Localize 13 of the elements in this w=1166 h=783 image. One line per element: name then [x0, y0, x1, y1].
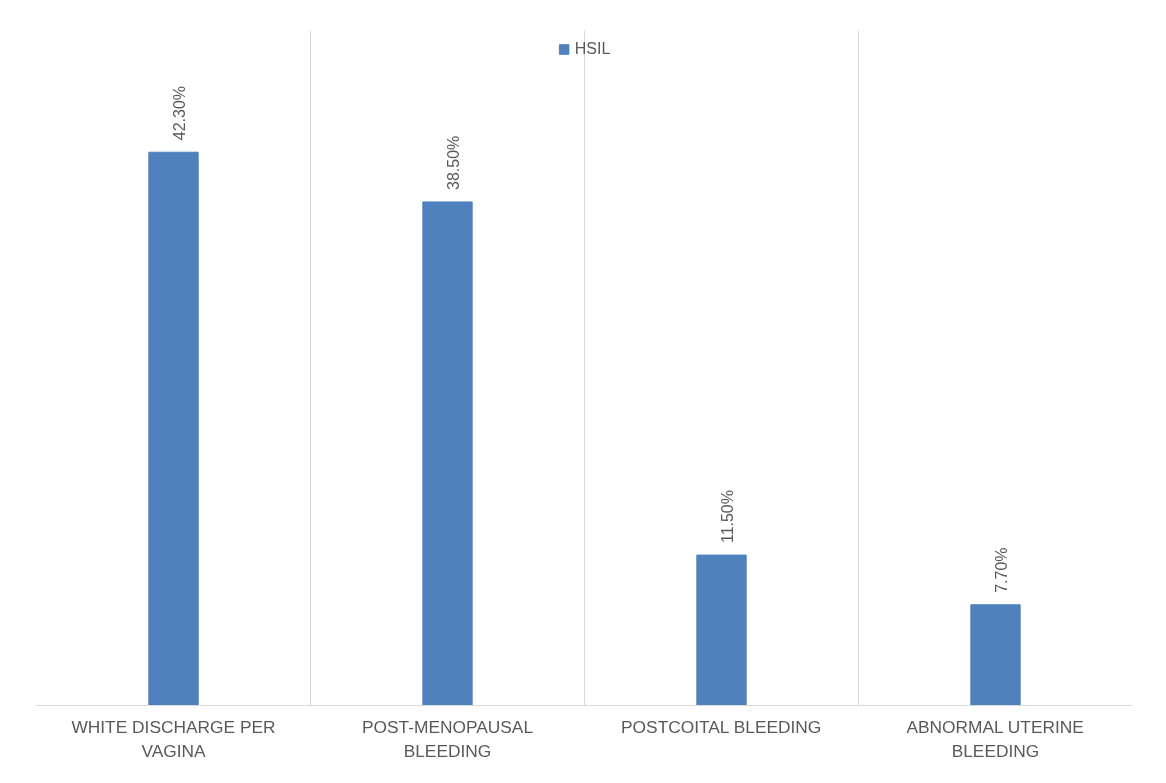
bar	[148, 151, 199, 706]
bar	[970, 604, 1021, 706]
data-label: 42.30%	[171, 85, 188, 141]
data-label: 38.50%	[445, 135, 462, 190]
data-label: 11.50%	[719, 490, 736, 544]
x-tick-label: POSTCOITAL BLEEDING	[621, 716, 822, 737]
x-tick-label: ABNORMAL UTERINE BLEEDING	[906, 716, 1084, 761]
legend-label: HSIL	[574, 40, 611, 58]
x-tick-label: POST-MENOPAUSAL BLEEDING	[361, 716, 534, 761]
x-tick-label: WHITE DISCHARGE PER VAGINA	[71, 716, 276, 761]
data-label: 7.70%	[993, 547, 1010, 593]
bar	[696, 554, 747, 706]
bar	[422, 201, 473, 706]
